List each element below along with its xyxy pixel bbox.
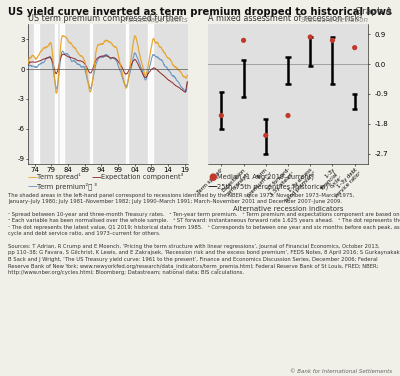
Point <box>285 112 291 118</box>
Text: The shaded areas in the left-hand panel correspond to recessions identified by t: The shaded areas in the left-hand panel … <box>8 193 400 275</box>
Point <box>262 132 269 138</box>
X-axis label: Alternative recession indicators: Alternative recession indicators <box>233 206 343 212</box>
Point <box>240 37 247 43</box>
Text: —: — <box>28 172 38 182</box>
Text: A mixed assessment of recession risk²: A mixed assessment of recession risk² <box>208 14 362 23</box>
Bar <box>34 24 39 164</box>
Bar <box>126 24 128 164</box>
Text: US yield curve inverted as term premium dropped to historical lows: US yield curve inverted as term premium … <box>8 7 392 17</box>
Text: Percentage points: Percentage points <box>124 17 188 23</box>
Text: Standard deviation: Standard deviation <box>301 17 368 23</box>
Text: —: — <box>28 181 38 191</box>
Text: 25th–75th percentiles (historical)⁸: 25th–75th percentiles (historical)⁸ <box>217 182 331 190</box>
Text: —: — <box>92 172 102 182</box>
Text: Median (1 Aug 2019–current): Median (1 Aug 2019–current) <box>217 173 314 180</box>
Text: © Bank for International Settlements: © Bank for International Settlements <box>290 369 392 374</box>
Bar <box>60 24 64 164</box>
Text: Term spread¹: Term spread¹ <box>37 173 80 180</box>
Text: Graph A: Graph A <box>355 7 392 16</box>
Text: US term premium compressed further: US term premium compressed further <box>28 14 182 23</box>
Text: ●: ● <box>208 172 216 182</box>
Text: —: — <box>208 181 218 191</box>
Bar <box>148 24 153 164</box>
Bar <box>55 24 57 164</box>
Bar <box>90 24 92 164</box>
Text: Expectation component³: Expectation component³ <box>101 173 183 180</box>
Point <box>329 37 336 43</box>
Point <box>218 112 224 118</box>
Point <box>307 34 314 40</box>
Text: Term premium²Ⲝ ³: Term premium²Ⲝ ³ <box>37 182 97 190</box>
Point <box>352 45 358 51</box>
